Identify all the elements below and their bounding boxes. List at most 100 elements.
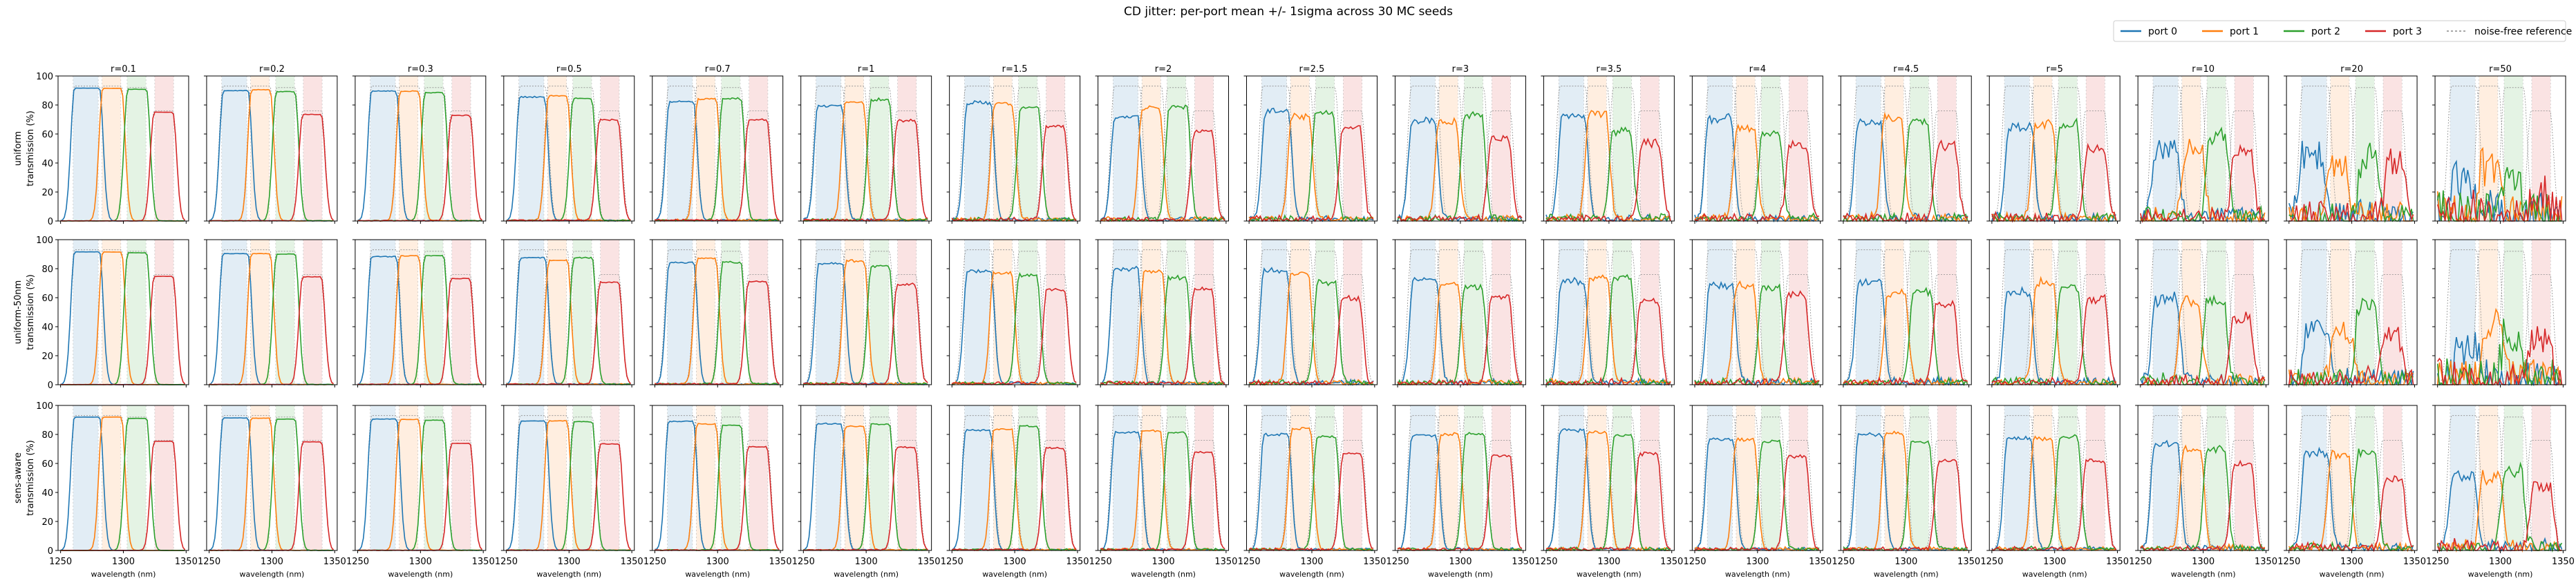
reference-curve-2: [2288, 87, 2415, 222]
passband-0: [816, 240, 841, 385]
passband-2: [1464, 240, 1483, 385]
x-tick-label: 1350: [2255, 557, 2277, 567]
passband-3: [1492, 240, 1511, 385]
passband-3: [897, 76, 916, 221]
reference-curve-2: [1249, 416, 1375, 551]
x-tick-label: 1300: [409, 557, 432, 567]
passband-0: [1559, 405, 1584, 550]
x-tick-label: 1350: [917, 557, 940, 567]
passband-2: [869, 405, 889, 550]
reference-curve-2: [952, 251, 1078, 385]
reference-curve-2: [2437, 87, 2564, 222]
subplot-r2-c3: 1250 1300 1350 wavelength (nm): [495, 405, 643, 579]
passband-0: [1113, 240, 1138, 385]
x-tick-label: 1250: [643, 557, 666, 567]
reference-curve-2: [1695, 87, 1821, 222]
reference-curve-1: [1398, 86, 1523, 222]
passband-3: [1194, 240, 1214, 385]
series-curve-0: [2288, 319, 2414, 387]
passband-3: [2531, 405, 2551, 550]
reference-curve-1: [2288, 249, 2415, 385]
y-tick-label: 60: [41, 294, 53, 304]
series-curve-3: [1397, 454, 1523, 552]
passband-0: [1707, 76, 1733, 221]
x-tick-label: 1350: [1363, 557, 1386, 567]
passband-3: [451, 240, 471, 385]
passband-0: [667, 76, 693, 221]
x-tick-label: 1250: [2426, 557, 2449, 567]
subplot-r1-c3: [500, 239, 635, 387]
subplot-r1-c8: [1243, 239, 1378, 387]
column-title: r=50: [2489, 64, 2512, 75]
series-curve-0: [1248, 107, 1374, 222]
x-axis-label: wavelength (nm): [1874, 570, 1939, 579]
subplot-r2-c2: 1250 1300 1350 wavelength (nm): [346, 405, 495, 579]
passband-0: [1113, 76, 1138, 221]
series-curve-3: [655, 280, 780, 385]
subplot-r1-c0: 0 20 40 60 80 100 uniform-50nm transmission (%): [13, 236, 189, 391]
series-curve-2: [655, 260, 780, 385]
series-curve-2: [951, 271, 1077, 386]
passband-1: [1884, 405, 1904, 550]
y-tick-label: 40: [41, 159, 53, 169]
y-axis-label: transmission (%): [26, 440, 36, 516]
subplot-r0-c16: r=50: [2432, 64, 2566, 224]
passband-0: [1113, 405, 1138, 550]
x-axis-label: wavelength (nm): [536, 570, 601, 579]
passband-3: [1937, 405, 1957, 550]
y-tick-label: 80: [41, 101, 53, 111]
subplot-r2-c10: 1250 1300 1350 wavelength (nm): [1534, 405, 1683, 579]
column-title: r=3: [1452, 64, 1469, 75]
passband-3: [2086, 405, 2105, 550]
column-title: r=4.5: [1893, 64, 1919, 75]
reference-curve-1: [1100, 249, 1226, 385]
passband-0: [2301, 405, 2327, 550]
passband-1: [250, 405, 270, 550]
passband-2: [1167, 405, 1186, 550]
passband-1: [2033, 240, 2053, 385]
subplot-r0-c6: r=1.5: [946, 64, 1081, 224]
reference-curve-1: [1398, 415, 1523, 551]
reference-curve-1: [2140, 249, 2266, 385]
subplot-r0-c4: r=0.7: [649, 64, 784, 224]
passband-1: [399, 76, 418, 221]
passband-2: [1167, 76, 1186, 221]
passband-2: [2058, 76, 2078, 221]
passband-0: [370, 240, 396, 385]
passband-0: [221, 405, 247, 550]
subplot-r1-c5: [798, 239, 932, 387]
subplot-r0-c5: r=1: [798, 64, 932, 224]
row-label: uniform-50nm: [13, 280, 23, 345]
x-tick-label: 1300: [706, 557, 729, 567]
passband-2: [2207, 405, 2226, 550]
passband-0: [667, 405, 693, 550]
x-tick-label: 1300: [1449, 557, 1472, 567]
reference-curve-1: [2437, 86, 2564, 222]
passband-3: [1343, 76, 1362, 221]
subplot-r2-c4: 1250 1300 1350 wavelength (nm): [643, 405, 792, 579]
passband-0: [1856, 405, 1881, 550]
x-tick-label: 1350: [2403, 557, 2426, 567]
y-tick-label: 20: [41, 352, 53, 362]
passband-2: [1761, 76, 1780, 221]
subplot-r2-c14: 1250 1300 1350 wavelength (nm): [2129, 405, 2277, 579]
x-tick-label: 1250: [2129, 557, 2152, 567]
series-curve-3: [1100, 129, 1225, 222]
x-tick-label: 1250: [495, 557, 518, 567]
passband-3: [1492, 76, 1511, 221]
y-tick-label: 0: [48, 381, 53, 391]
x-tick-label: 1300: [261, 557, 283, 567]
series-curve-1: [2436, 470, 2562, 553]
passband-1: [696, 240, 715, 385]
series-curve-3: [655, 118, 780, 222]
passband-1: [1142, 240, 1161, 385]
x-axis-label: wavelength (nm): [1725, 570, 1790, 579]
passband-2: [126, 76, 147, 221]
series-curve-0: [1991, 285, 2117, 386]
x-tick-label: 1250: [1089, 557, 1112, 567]
passband-0: [964, 240, 990, 385]
passband-2: [1018, 240, 1037, 385]
x-tick-label: 1300: [2489, 557, 2512, 567]
series-curve-2: [1545, 126, 1671, 222]
